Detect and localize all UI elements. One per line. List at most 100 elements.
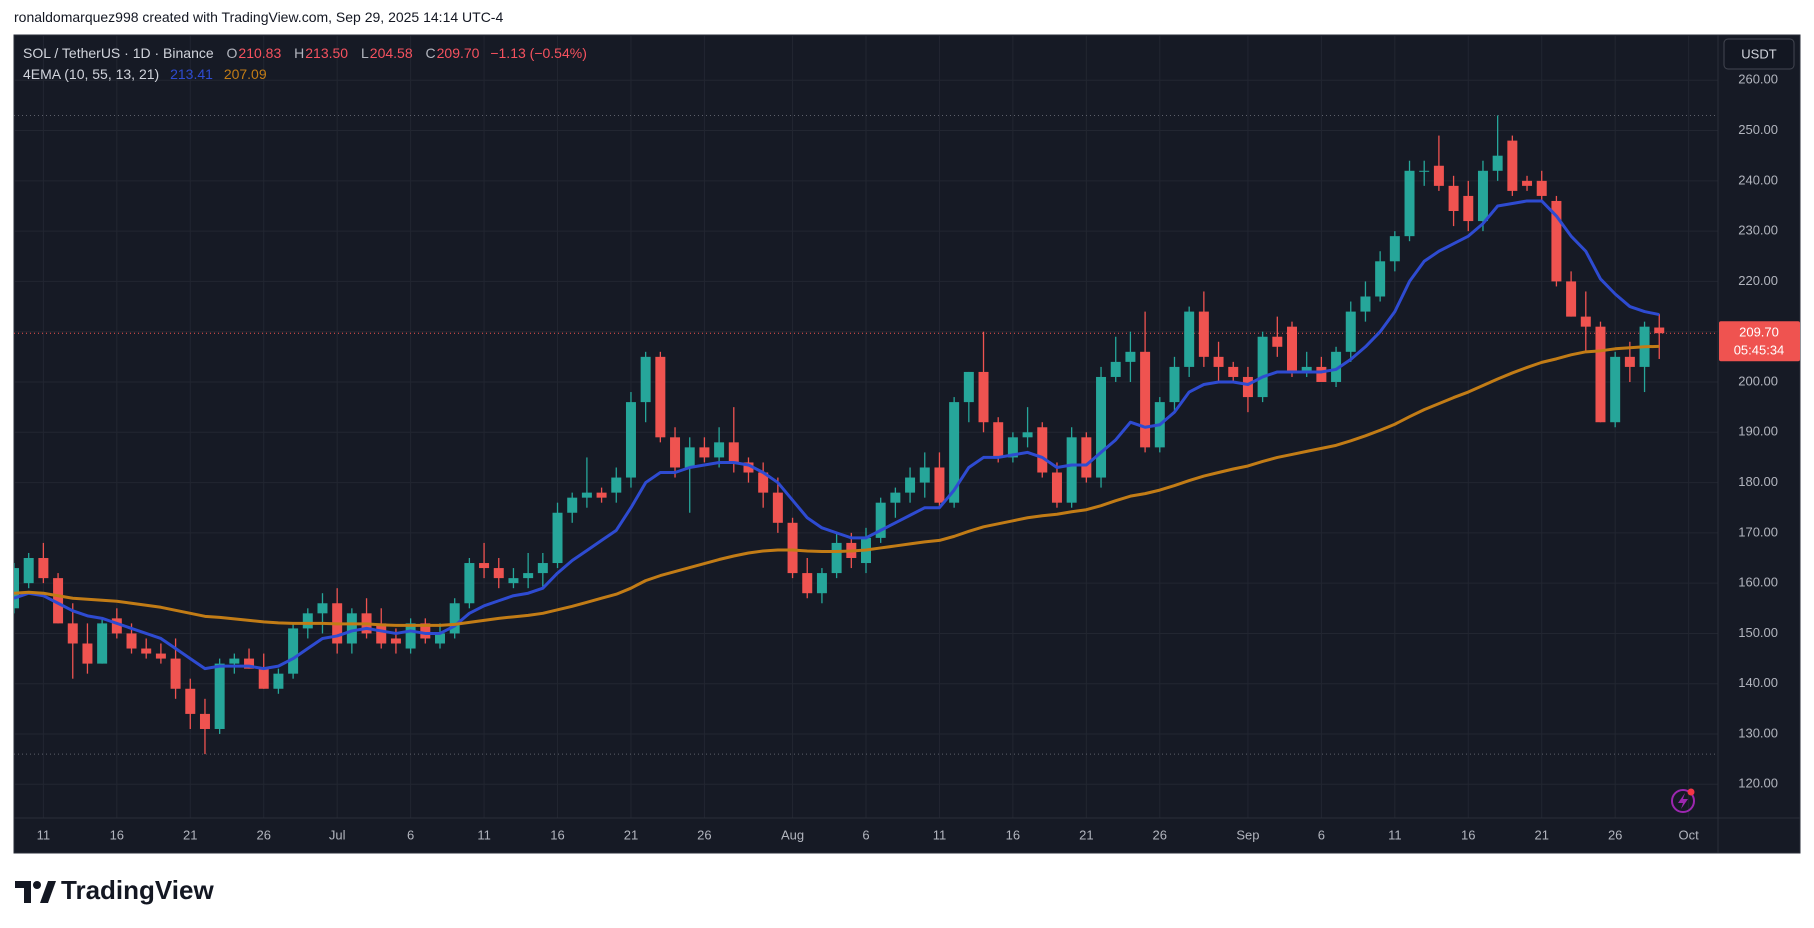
currency-label[interactable]: USDT: [1741, 46, 1776, 61]
candle-body: [1007, 437, 1018, 458]
candle-body: [185, 688, 196, 714]
x-tick-label: Sep: [1236, 827, 1259, 842]
y-tick-label: 250.00: [1738, 122, 1778, 137]
x-tick-label: 11: [477, 827, 491, 842]
candle-body: [1345, 311, 1356, 352]
alert-dot[interactable]: [1687, 788, 1695, 796]
indicator-value: 213.41: [170, 66, 213, 82]
candle-body: [670, 437, 681, 468]
y-tick-label: 170.00: [1738, 524, 1778, 539]
candle-body: [611, 477, 622, 493]
logo-mark: [40, 881, 56, 903]
candle-body: [1184, 311, 1195, 367]
candle-body: [1551, 200, 1562, 282]
candle-body: [567, 497, 578, 513]
candle-body: [1110, 361, 1121, 377]
candle-body: [1624, 356, 1635, 367]
candle-body: [1081, 437, 1092, 478]
y-tick-label: 260.00: [1738, 72, 1778, 87]
candle-body: [816, 573, 827, 594]
x-tick-label: 11: [37, 827, 51, 842]
candle-body: [787, 522, 798, 574]
alert-bolt[interactable]: [1678, 793, 1688, 809]
candle-body: [1477, 170, 1488, 222]
attribution: ronaldomarquez998 created with TradingVi…: [14, 9, 504, 25]
x-tick-label: 6: [407, 827, 414, 842]
candle-body: [244, 658, 255, 669]
candle-body: [1257, 336, 1268, 398]
candle-body: [14, 568, 19, 609]
candle-body: [1566, 281, 1577, 317]
open-value: 210.83: [238, 45, 282, 61]
alert-icon[interactable]: [1671, 788, 1695, 813]
candle-body: [1389, 236, 1400, 262]
candle-body: [1242, 376, 1253, 398]
candle-body: [53, 578, 64, 624]
x-tick-label: 11: [933, 827, 947, 842]
alert-circle[interactable]: [1671, 789, 1695, 813]
candle-body: [1448, 185, 1459, 212]
candle-body: [199, 713, 210, 729]
y-tick-label: 240.00: [1738, 172, 1778, 187]
candle-body: [1066, 437, 1077, 503]
candle-body: [1331, 351, 1342, 382]
candle-body: [949, 402, 960, 503]
candle-body: [479, 563, 490, 569]
candle-body: [523, 573, 534, 579]
candle-body: [111, 618, 122, 634]
candle-body: [963, 371, 974, 403]
candle-body: [1022, 432, 1033, 438]
candle-body: [317, 603, 328, 614]
candle-body: [1654, 327, 1665, 334]
candle-body: [905, 477, 916, 493]
candle-body: [390, 638, 401, 644]
candle-body: [1580, 316, 1591, 327]
x-tick-label: Jul: [329, 827, 346, 842]
x-tick-label: 6: [862, 827, 869, 842]
x-tick-label: Oct: [1679, 827, 1700, 842]
low-label: L: [360, 45, 369, 61]
brand-name: TradingView: [61, 875, 214, 905]
candle-body: [493, 568, 504, 579]
candle-body: [1536, 180, 1547, 196]
y-tick-label: 150.00: [1738, 625, 1778, 640]
legend-row: 4EMA (10, 55, 13, 21) 213.41 207.09: [23, 64, 588, 85]
x-tick-label: 16: [1006, 827, 1020, 842]
low-value: 204.58: [369, 45, 413, 61]
candle-body: [1419, 170, 1430, 172]
ema-line: [14, 199, 1660, 671]
candle-body: [1404, 170, 1415, 237]
candle-body: [302, 613, 313, 629]
indicator: 4EMA (10, 55, 13, 21): [23, 66, 160, 82]
candle-body: [82, 643, 93, 664]
candle-body: [581, 492, 592, 498]
currency-button-box[interactable]: [1723, 38, 1795, 70]
candle-body: [1301, 366, 1312, 372]
candle-body: [758, 472, 769, 493]
x-tick-label: 16: [1461, 827, 1475, 842]
candle-body: [155, 653, 166, 659]
y-tick-label: 220.00: [1738, 273, 1778, 288]
candle-body: [699, 447, 710, 458]
candle-body: [229, 658, 240, 664]
last-price-box: [1719, 321, 1800, 362]
y-tick-label: 160.00: [1738, 575, 1778, 590]
open-label: O: [226, 45, 238, 61]
candle-body: [875, 502, 886, 538]
candle-body: [625, 402, 636, 478]
x-tick-label: 21: [1079, 827, 1093, 842]
x-tick-label: 16: [110, 827, 124, 842]
candle-body: [714, 442, 725, 458]
candle-body: [449, 603, 460, 634]
candle-body: [1125, 351, 1136, 362]
x-tick-label: 21: [183, 827, 197, 842]
candle-body: [772, 492, 783, 523]
candle-body: [346, 613, 357, 644]
candle-body: [640, 356, 651, 403]
candle-body: [1140, 351, 1151, 448]
candle-body: [596, 492, 607, 498]
candle-body: [1375, 261, 1386, 297]
currency-button[interactable]: USDT: [1723, 38, 1795, 70]
